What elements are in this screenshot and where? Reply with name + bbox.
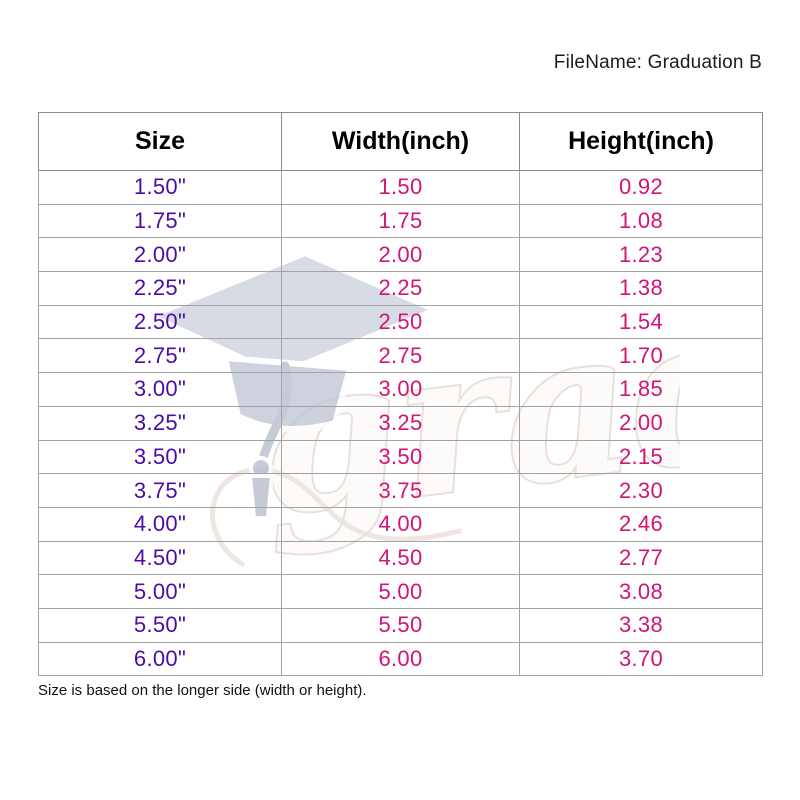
- height-cell: 2.77: [519, 540, 763, 576]
- footer-note: Size is based on the longer side (width …: [38, 682, 367, 699]
- size-cell: 6.00": [38, 641, 282, 677]
- width-cell: 3.00: [281, 372, 520, 407]
- height-cell: 3.38: [519, 607, 763, 643]
- table-row: 3.25" 3.25 2.00: [38, 405, 763, 441]
- size-table-body: 1.50" 1.50 0.92 1.75" 1.75 1.08 2.00" 2.00 1.23 2…: [38, 170, 763, 677]
- size-cell: 4.00": [38, 506, 282, 542]
- size-cell: 2.25": [38, 271, 282, 306]
- size-cell: 4.50": [38, 540, 282, 576]
- height-cell: 1.23: [519, 237, 763, 273]
- table-row: 2.00" 2.00 1.23: [38, 237, 763, 273]
- size-cell: 1.75": [38, 203, 282, 239]
- height-cell: 1.85: [519, 372, 763, 407]
- width-cell: 5.00: [281, 574, 520, 609]
- size-cell: 3.75": [38, 473, 282, 508]
- height-cell: 2.00: [519, 405, 763, 441]
- table-row: 6.00" 6.00 3.70: [38, 641, 763, 677]
- width-cell: 1.50: [281, 170, 520, 205]
- height-cell: 0.92: [519, 170, 763, 205]
- size-cell: 3.00": [38, 372, 282, 407]
- size-cell: 5.50": [38, 607, 282, 643]
- size-cell: 2.50": [38, 304, 282, 340]
- size-cell: 3.25": [38, 405, 282, 441]
- height-cell: 1.70: [519, 338, 763, 374]
- width-cell: 3.75: [281, 473, 520, 508]
- size-table: Size Width(inch) Height(inch) 1.50" 1.50 0…: [38, 112, 763, 677]
- width-cell: 5.50: [281, 607, 520, 643]
- size-cell: 1.50": [38, 170, 282, 205]
- height-cell: 3.08: [519, 574, 763, 609]
- size-cell: 2.00": [38, 237, 282, 273]
- table-row: 4.00" 4.00 2.46: [38, 506, 763, 542]
- width-cell: 2.50: [281, 304, 520, 340]
- column-header-height: Height(inch): [519, 112, 763, 171]
- height-cell: 2.15: [519, 439, 763, 475]
- column-header-width: Width(inch): [281, 112, 520, 171]
- table-row: 5.00" 5.00 3.08: [38, 574, 763, 609]
- width-cell: 6.00: [281, 641, 520, 677]
- height-cell: 2.46: [519, 506, 763, 542]
- size-cell: 5.00": [38, 574, 282, 609]
- width-cell: 3.50: [281, 439, 520, 475]
- table-row: 3.00" 3.00 1.85: [38, 372, 763, 407]
- width-cell: 2.00: [281, 237, 520, 273]
- table-row: 5.50" 5.50 3.38: [38, 607, 763, 643]
- height-cell: 1.08: [519, 203, 763, 239]
- width-cell: 3.25: [281, 405, 520, 441]
- height-cell: 3.70: [519, 641, 763, 677]
- table-row: 1.75" 1.75 1.08: [38, 203, 763, 239]
- header-row: Size Width(inch) Height(inch): [38, 112, 763, 171]
- width-cell: 4.50: [281, 540, 520, 576]
- filename-label: FileName: Graduation B: [553, 52, 762, 73]
- table-row: 3.75" 3.75 2.30: [38, 473, 763, 508]
- table-row: 1.50" 1.50 0.92: [38, 170, 763, 205]
- size-cell: 2.75": [38, 338, 282, 374]
- height-cell: 2.30: [519, 473, 763, 508]
- width-cell: 1.75: [281, 203, 520, 239]
- column-header-size: Size: [38, 112, 282, 171]
- size-cell: 3.50": [38, 439, 282, 475]
- width-cell: 2.75: [281, 338, 520, 374]
- table-row: 2.25" 2.25 1.38: [38, 271, 763, 306]
- table-row: 2.50" 2.50 1.54: [38, 304, 763, 340]
- table-row: 2.75" 2.75 1.70: [38, 338, 763, 374]
- width-cell: 4.00: [281, 506, 520, 542]
- height-cell: 1.38: [519, 271, 763, 306]
- table-row: 4.50" 4.50 2.77: [38, 540, 763, 576]
- height-cell: 1.54: [519, 304, 763, 340]
- table-row: 3.50" 3.50 2.15: [38, 439, 763, 475]
- width-cell: 2.25: [281, 271, 520, 306]
